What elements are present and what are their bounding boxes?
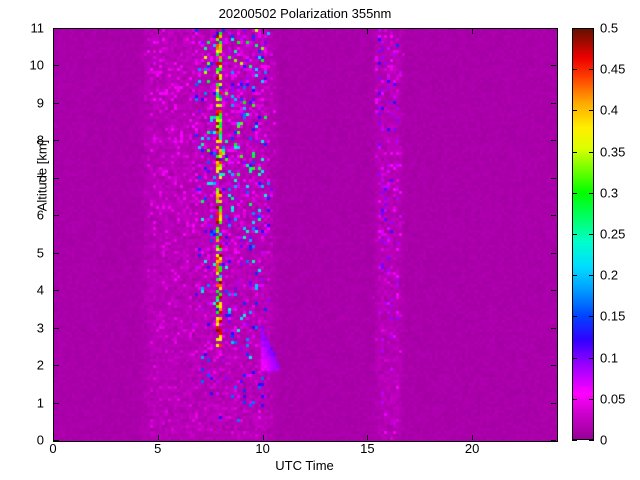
y-tick-mark <box>551 327 556 329</box>
y-tick-label: 4 <box>36 282 44 298</box>
y-tick-mark <box>54 177 59 179</box>
colorbar-tick-mark <box>572 316 577 318</box>
x-tick-label: 15 <box>360 441 375 456</box>
y-tick-label: 3 <box>36 320 44 336</box>
y-tick-mark <box>551 365 556 367</box>
x-tick-label: 0 <box>49 441 57 456</box>
colorbar-tick-mark <box>589 316 594 318</box>
y-tick-label: 1 <box>36 395 44 411</box>
x-axis-label: UTC Time <box>275 458 334 473</box>
colorbar-tick-label: 0.3 <box>600 185 619 201</box>
y-tick-mark <box>551 177 556 179</box>
colorbar-tick-label: 0 <box>600 432 608 448</box>
colorbar-tick-mark <box>589 234 594 235</box>
x-tick-mark <box>262 435 264 440</box>
y-tick-mark <box>54 65 59 67</box>
colorbar-tick-mark <box>589 357 594 359</box>
y-tick-label: 7 <box>36 170 44 186</box>
y-tick-label: 8 <box>36 132 44 148</box>
heatmap-canvas <box>54 29 557 441</box>
colorbar-tick-mark <box>572 234 577 235</box>
colorbar-canvas <box>573 29 593 439</box>
colorbar-tick-mark <box>589 440 594 441</box>
y-tick-mark <box>54 327 59 329</box>
y-tick-mark <box>54 365 59 367</box>
y-tick-mark <box>551 290 556 292</box>
x-tick-mark <box>157 29 159 34</box>
x-tick-mark <box>472 29 474 34</box>
y-tick-label: 9 <box>36 95 44 111</box>
x-tick-label: 10 <box>255 441 270 456</box>
y-tick-mark <box>551 102 556 104</box>
x-tick-mark <box>53 29 54 34</box>
colorbar-tick-label: 0.15 <box>600 308 626 324</box>
y-tick-mark <box>551 28 556 29</box>
x-tick-mark <box>53 435 54 440</box>
x-tick-mark <box>367 435 369 440</box>
colorbar-tick-mark <box>589 151 594 153</box>
y-tick-mark <box>54 215 59 217</box>
y-tick-label: 0 <box>36 432 44 448</box>
colorbar-tick-label: 0.4 <box>600 102 619 118</box>
y-tick-mark <box>54 140 59 142</box>
y-tick-label: 5 <box>36 245 44 261</box>
colorbar-tick-label: 0.1 <box>600 350 619 366</box>
colorbar-tick-mark <box>572 192 577 194</box>
colorbar-tick-mark <box>589 69 594 71</box>
x-tick-mark <box>262 29 264 34</box>
y-tick-mark <box>551 140 556 142</box>
colorbar-tick-mark <box>572 110 577 112</box>
x-tick-mark <box>472 435 474 440</box>
x-tick-mark <box>157 435 159 440</box>
y-tick-mark <box>54 252 59 254</box>
x-tick-mark <box>367 29 369 34</box>
y-tick-mark <box>54 102 59 104</box>
colorbar-tick-label: 0.05 <box>600 391 626 407</box>
y-tick-mark <box>551 440 556 441</box>
colorbar-tick-mark <box>589 275 594 277</box>
colorbar-tick-label: 0.5 <box>600 20 619 36</box>
colorbar-tick-mark <box>589 28 594 29</box>
y-tick-label: 10 <box>29 57 44 73</box>
y-tick-mark <box>54 440 59 441</box>
colorbar-tick-mark <box>572 440 577 441</box>
y-tick-label: 2 <box>36 357 44 373</box>
colorbar-tick-mark <box>572 151 577 153</box>
colorbar-tick-mark <box>589 192 594 194</box>
y-tick-label: 11 <box>30 20 45 36</box>
colorbar-tick-mark <box>572 69 577 71</box>
y-tick-mark <box>551 65 556 67</box>
x-tick-label: 5 <box>154 441 162 456</box>
colorbar-tick-mark <box>589 110 594 112</box>
y-tick-mark <box>551 252 556 254</box>
y-tick-mark <box>54 28 59 29</box>
y-tick-mark <box>54 290 59 292</box>
colorbar-tick-mark <box>572 357 577 359</box>
heatmap-plot-area <box>53 28 558 442</box>
y-tick-label: 6 <box>36 207 44 223</box>
colorbar-tick-mark <box>572 398 577 400</box>
y-tick-mark <box>551 215 556 217</box>
colorbar-tick-mark <box>589 398 594 400</box>
colorbar-tick-mark <box>572 275 577 277</box>
y-tick-mark <box>54 402 59 404</box>
x-tick-label: 20 <box>464 441 480 456</box>
page-title: 20200502 Polarization 355nm <box>218 6 392 21</box>
y-tick-mark <box>551 402 556 404</box>
colorbar-tick-mark <box>572 28 577 29</box>
colorbar-tick-label: 0.2 <box>600 267 619 283</box>
colorbar-tick-label: 0.35 <box>600 144 626 160</box>
colorbar-tick-label: 0.25 <box>600 226 626 242</box>
colorbar-tick-label: 0.45 <box>600 61 626 77</box>
